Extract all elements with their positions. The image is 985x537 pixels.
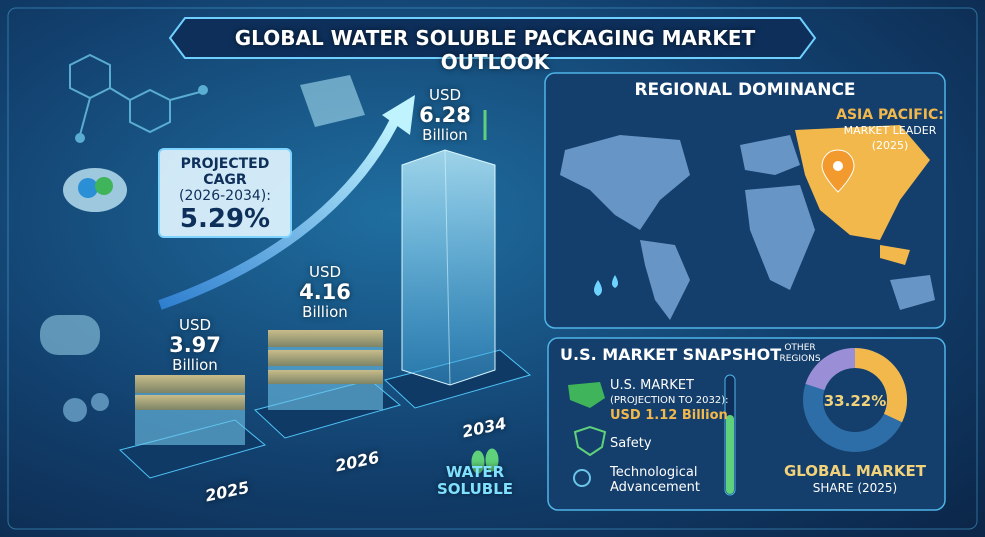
market-currency: USD <box>178 316 212 334</box>
market-currency: USD <box>428 86 462 104</box>
badge: WATER SOLUBLE <box>430 464 520 498</box>
cagr-period: (2026-2034): <box>179 188 271 204</box>
market-unit: Billion <box>302 303 348 321</box>
badge-line: WATER <box>445 463 505 481</box>
market-value: USD 4.16 Billion <box>275 262 375 322</box>
market-value: 4.16 <box>299 280 351 304</box>
feature: Safety <box>610 436 652 451</box>
leader-year: (2025) <box>871 139 909 152</box>
market-currency: USD <box>308 263 342 281</box>
feature: Technological Advancement <box>610 465 700 495</box>
badge-line: SOLUBLE <box>437 480 513 498</box>
share-sub: SHARE (2025) <box>812 481 898 495</box>
other-regions: OTHER REGIONS <box>770 343 830 365</box>
title: GLOBAL WATER SOLUBLE PACKAGING MARKET OU… <box>234 26 756 74</box>
us-market-label: U.S. MARKET <box>610 378 694 393</box>
us-value: USD 1.12 Billion <box>610 408 728 423</box>
us-market: U.S. MARKET (PROJECTION TO 2032): USD 1.… <box>610 378 728 423</box>
cagr-box: PROJECTED CAGR (2026-2034): 5.29% <box>158 148 292 238</box>
market-value: 6.28 <box>419 103 471 127</box>
regional-title: REGIONAL DOMINANCE <box>634 80 856 100</box>
other-line: REGIONS <box>779 354 821 364</box>
leader-callout: ASIA PACIFIC: MARKET LEADER (2025) <box>835 108 945 153</box>
market-value: USD 6.28 Billion <box>395 85 495 145</box>
us-projection: (PROJECTION TO 2032): <box>610 395 729 406</box>
cagr-value: 5.29% <box>179 204 271 234</box>
market-value: 3.97 <box>169 333 221 357</box>
other-line: OTHER <box>784 343 816 353</box>
share-label: GLOBAL MARKET <box>783 462 927 480</box>
cagr-label: PROJECTED CAGR <box>180 156 270 188</box>
leader-name: ASIA PACIFIC: <box>836 107 944 123</box>
leader-note: MARKET LEADER <box>843 124 937 137</box>
market-unit: Billion <box>422 126 468 144</box>
share-value: 33.22% <box>823 392 887 410</box>
market-value: USD 3.97 Billion <box>145 315 245 375</box>
us-title: U.S. MARKET SNAPSHOT <box>560 345 782 364</box>
market-unit: Billion <box>172 356 218 374</box>
